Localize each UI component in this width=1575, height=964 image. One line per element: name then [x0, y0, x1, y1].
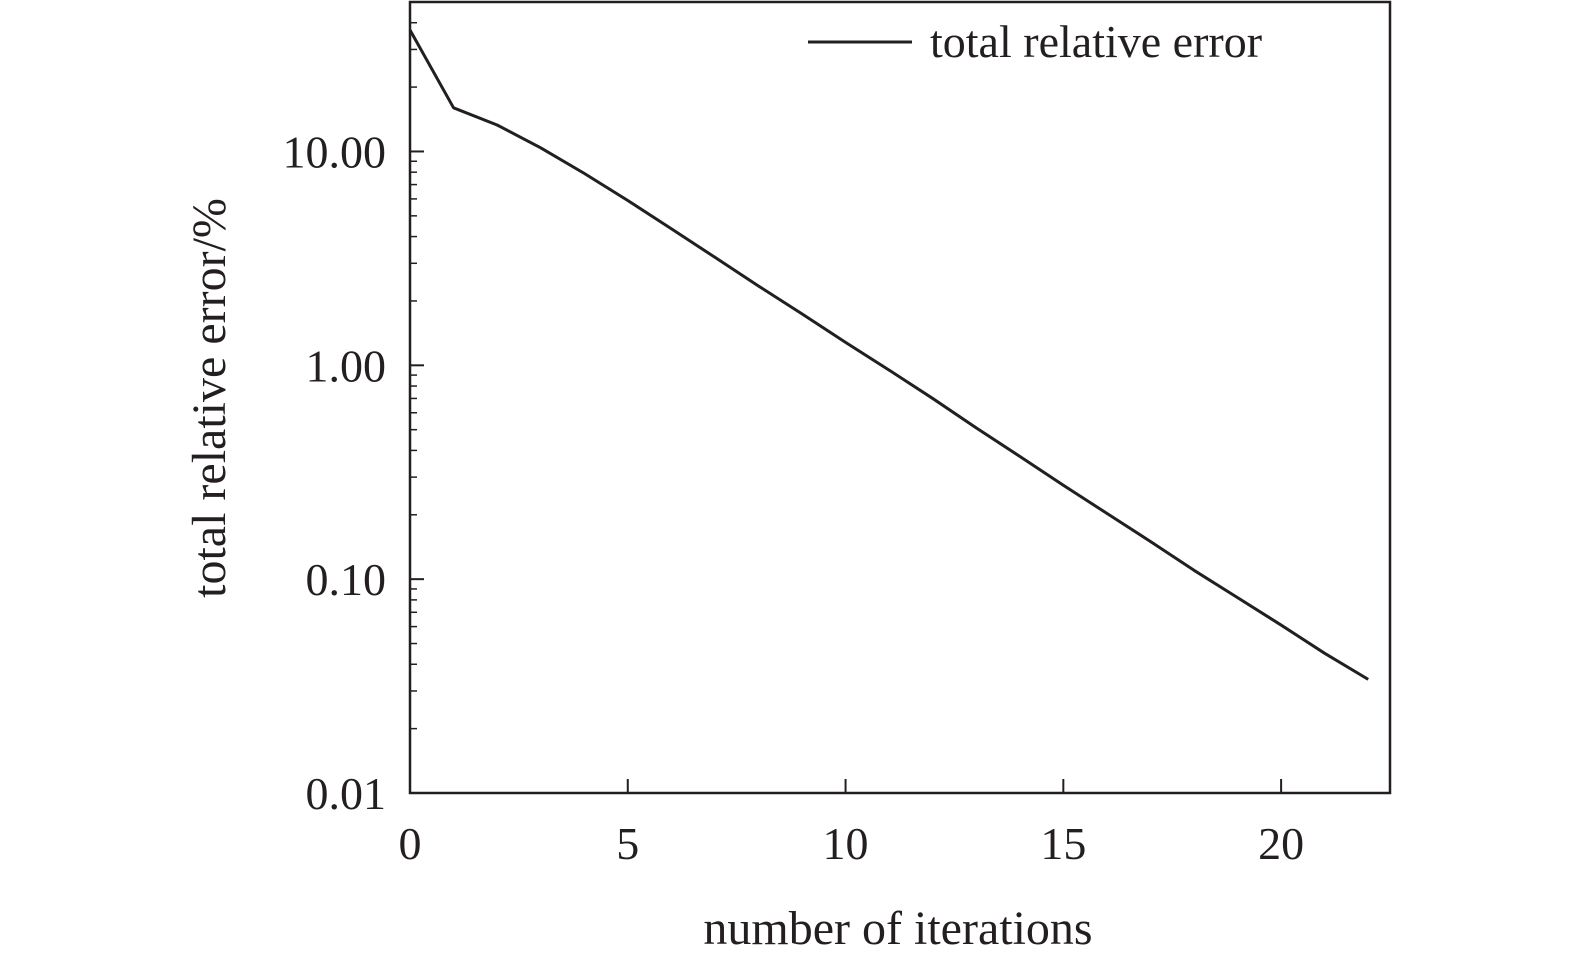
x-tick-label: 10 — [823, 818, 869, 869]
plot-frame — [408, 0, 1392, 795]
x-tick-label: 5 — [616, 818, 639, 869]
x-axis-ticks: 0 5 10 15 20 — [399, 779, 1304, 869]
x-tick-label: 20 — [1258, 818, 1304, 869]
y-axis-ticks: 0.01 0.10 1.00 10.00 — [283, 1, 424, 819]
y-tick-label: 0.10 — [306, 554, 387, 605]
x-tick-label: 0 — [399, 818, 422, 869]
x-tick-label: 15 — [1040, 818, 1086, 869]
legend-label: total relative error — [930, 16, 1262, 67]
legend: total relative error — [808, 16, 1262, 67]
y-tick-label: 0.01 — [306, 768, 387, 819]
y-tick-label: 10.00 — [283, 126, 387, 177]
series-line — [408, 29, 1369, 681]
y-tick-label: 1.00 — [306, 340, 387, 391]
series-layer — [408, 29, 1369, 681]
y-axis-title: total relative error/% — [183, 198, 236, 598]
x-axis-title: number of iterations — [703, 902, 1092, 955]
